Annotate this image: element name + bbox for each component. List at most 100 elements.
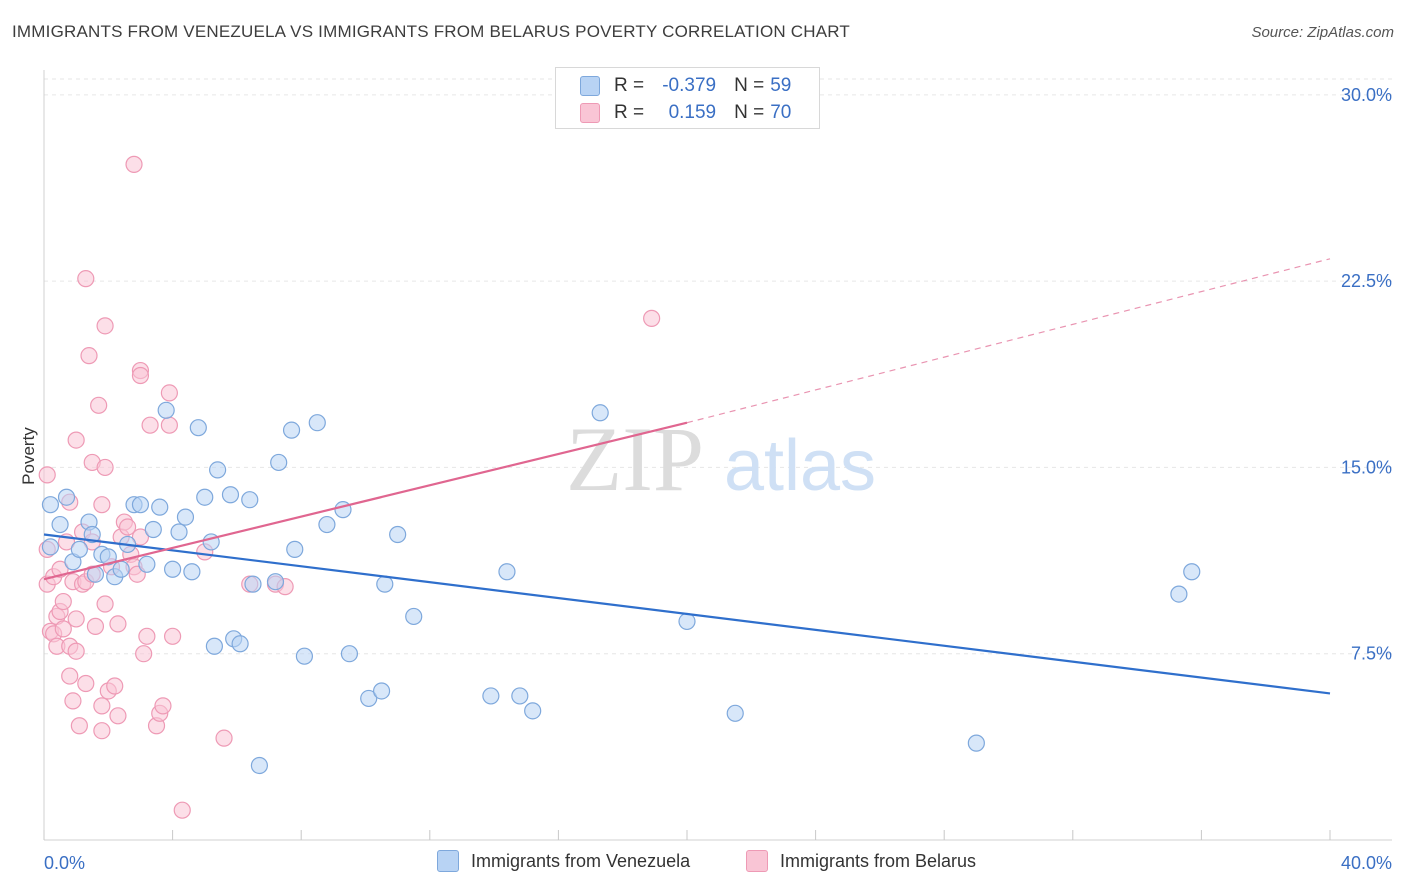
point-venezuela (176, 508, 195, 526)
point-venezuela (511, 687, 529, 705)
point-belarus (64, 692, 82, 710)
point-venezuela (209, 461, 227, 479)
legend-r-value-venezuela: -0.379 (662, 75, 717, 96)
point-belarus (125, 155, 143, 173)
y-tick-label: 30.0% (1341, 85, 1392, 105)
legend-label-belarus: Immigrants from Belarus (780, 850, 977, 871)
point-venezuela (241, 491, 259, 509)
point-belarus (96, 595, 114, 613)
point-belarus (86, 617, 105, 635)
y-tick-label: 22.5% (1341, 271, 1392, 291)
point-belarus (54, 620, 72, 638)
point-venezuela (189, 419, 207, 437)
legend-n-value-belarus: 70 (770, 102, 792, 123)
point-belarus (67, 610, 85, 628)
point-belarus (90, 396, 108, 414)
point-belarus (93, 722, 111, 740)
point-belarus (164, 627, 182, 645)
point-belarus (109, 615, 127, 633)
point-venezuela (231, 635, 249, 653)
watermark: ZIP atlas (566, 408, 876, 510)
series-legend: Immigrants from Venezuela Immigrants fro… (0, 850, 1406, 878)
point-venezuela (70, 540, 88, 558)
legend-row-venezuela: R = -0.379 N = 59 (580, 72, 791, 100)
chart-title: IMMIGRANTS FROM VENEZUELA VS IMMIGRANTS … (12, 22, 851, 41)
point-venezuela (360, 689, 378, 708)
point-belarus (77, 674, 95, 693)
point-belarus (109, 707, 127, 725)
point-venezuela (1170, 585, 1188, 603)
point-belarus (96, 317, 114, 335)
point-venezuela (591, 404, 609, 422)
point-belarus (77, 270, 95, 288)
point-venezuela (164, 560, 182, 578)
axes (43, 70, 1392, 841)
point-venezuela (286, 540, 304, 558)
point-belarus (141, 416, 159, 434)
y-axis-label: Poverty (19, 427, 38, 485)
point-venezuela (138, 555, 156, 573)
legend-n-value-venezuela: 59 (770, 75, 792, 96)
legend-r-label: R = (614, 102, 645, 123)
legend-r-value-belarus: 0.159 (668, 102, 717, 123)
trend-line-belarus-extension (686, 258, 1331, 424)
legend-r-label: R = (614, 75, 645, 96)
point-belarus (173, 801, 191, 819)
point-venezuela (376, 575, 394, 593)
point-belarus (131, 528, 150, 546)
point-venezuela (244, 575, 262, 593)
point-venezuela (405, 607, 423, 626)
point-belarus (80, 347, 98, 365)
point-venezuela (266, 573, 285, 591)
point-venezuela (221, 486, 240, 504)
point-venezuela (51, 515, 69, 534)
point-belarus (135, 645, 153, 663)
point-belarus (54, 592, 72, 611)
point-belarus (93, 697, 111, 715)
point-venezuela (57, 488, 76, 506)
point-belarus (138, 627, 156, 645)
point-venezuela (144, 520, 162, 539)
legend-swatch-venezuela (580, 76, 600, 96)
point-venezuela (270, 453, 288, 472)
trend-lines (43, 258, 1331, 695)
point-venezuela (967, 734, 985, 752)
point-belarus (70, 717, 88, 735)
point-venezuela (372, 682, 391, 700)
correlation-legend: R = -0.379 N = 59 R = 0.159 N = 70 (555, 67, 820, 129)
legend-swatch-belarus (746, 850, 768, 872)
point-venezuela (389, 525, 407, 544)
x-tick-label: 0.0% (44, 853, 85, 873)
point-belarus (106, 677, 124, 695)
legend-label-venezuela: Immigrants from Venezuela (471, 850, 691, 871)
point-venezuela (1183, 563, 1201, 581)
point-venezuela (131, 496, 150, 514)
point-belarus (67, 431, 85, 449)
point-venezuela (112, 560, 130, 578)
point-venezuela (205, 637, 223, 655)
point-belarus (643, 309, 661, 327)
point-belarus (96, 458, 114, 477)
point-belarus (131, 366, 150, 385)
point-venezuela (250, 756, 269, 775)
point-venezuela (678, 612, 696, 631)
point-venezuela (151, 498, 169, 516)
point-venezuela (340, 645, 359, 663)
point-venezuela (196, 488, 214, 506)
point-venezuela (183, 563, 201, 581)
point-venezuela (99, 548, 117, 566)
point-venezuela (157, 401, 175, 419)
legend-row-belarus: R = 0.159 N = 70 (580, 99, 791, 127)
point-belarus (61, 667, 79, 685)
x-tick-label: 40.0% (1341, 853, 1392, 873)
point-venezuela (295, 647, 314, 665)
point-belarus (160, 384, 178, 402)
point-belarus (118, 518, 137, 536)
y-tick-label: 15.0% (1341, 457, 1392, 477)
point-venezuela (524, 702, 542, 720)
watermark-atlas: atlas (724, 426, 876, 506)
point-venezuela (41, 538, 60, 556)
legend-item-belarus: Immigrants from Belarus (746, 850, 976, 872)
point-venezuela (282, 421, 301, 439)
